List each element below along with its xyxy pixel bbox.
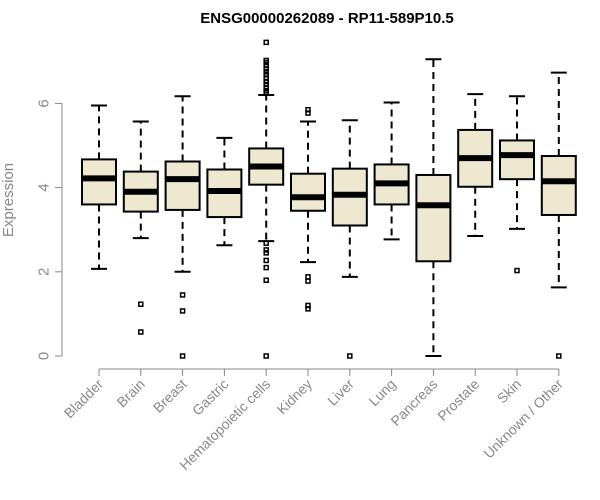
box-brain (122, 120, 159, 335)
box-lung (373, 101, 410, 241)
iqr-box (290, 172, 326, 212)
x-tick-label: Lung (365, 376, 398, 409)
box-prostate (457, 93, 494, 238)
box-skin (499, 95, 535, 274)
y-tick-label: 0 (35, 352, 52, 360)
y-axis-label: Expression (0, 163, 17, 237)
outlier-point (179, 353, 186, 359)
x-tick-label: Skin (494, 376, 525, 407)
outlier-point (138, 329, 144, 335)
outlier-point (263, 85, 269, 91)
iqr-box (540, 155, 577, 216)
outlier-point (263, 69, 269, 75)
y-axis: 0 2 4 6 (35, 99, 63, 360)
outlier-point (263, 59, 269, 66)
outlier-point (263, 353, 269, 359)
outlier-point (305, 278, 311, 284)
box-pancreas (415, 58, 452, 357)
box-liver (331, 119, 368, 359)
box-bladder (81, 104, 117, 270)
outlier-point (263, 90, 269, 96)
outlier-point (263, 264, 269, 271)
iqr-box (499, 139, 535, 181)
box-gastric (206, 136, 243, 247)
x-tick-label: Breast (150, 376, 190, 416)
y-tick-label: 6 (35, 99, 52, 107)
outlier-point (263, 240, 269, 246)
x-tick-label: Unknown / Other (480, 376, 566, 462)
box-hematopoietic-cells (248, 39, 285, 359)
x-tick-label: Liver (324, 376, 357, 409)
outlier-point (305, 306, 311, 312)
outlier-point (263, 39, 269, 46)
x-tick-label: Prostate (434, 376, 482, 424)
x-tick-label: Kidney (274, 376, 316, 418)
box-unknown-other (540, 71, 577, 359)
box-kidney (290, 106, 326, 312)
x-tick-label: Brain (113, 376, 147, 410)
outlier-point (305, 274, 311, 280)
outlier-point (263, 247, 269, 253)
iqr-box (81, 158, 117, 206)
outlier-point (263, 66, 269, 72)
outlier-point (514, 267, 520, 274)
y-tick-label: 4 (35, 183, 52, 191)
outlier-point (179, 308, 186, 314)
outlier-point (347, 353, 353, 359)
chart-title: ENSG00000262089 - RP11-589P10.5 (200, 10, 454, 27)
iqr-box (415, 173, 452, 263)
box-breast (164, 95, 201, 359)
outlier-point (263, 257, 269, 264)
outlier-point (138, 301, 144, 307)
box-series (81, 39, 577, 359)
outlier-point (305, 110, 311, 116)
iqr-box (164, 160, 201, 211)
outlier-point (263, 277, 269, 283)
outlier-point (556, 353, 562, 359)
outlier-point (263, 250, 269, 256)
outlier-point (263, 78, 269, 85)
outlier-point (179, 292, 186, 298)
y-tick-label: 2 (35, 268, 52, 276)
x-tick-label: Bladder (61, 376, 107, 422)
